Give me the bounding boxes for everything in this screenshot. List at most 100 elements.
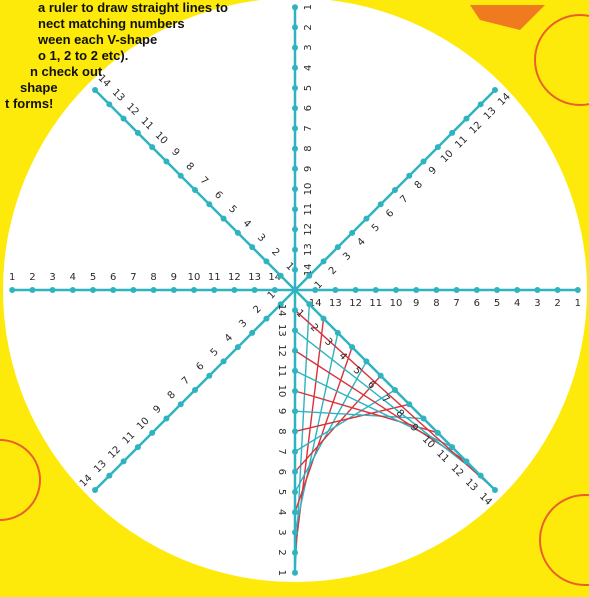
dot [392, 387, 398, 393]
number-label: 8 [276, 428, 287, 434]
dot [306, 273, 312, 279]
dot [130, 287, 136, 293]
dot [492, 87, 498, 93]
dot [9, 287, 15, 293]
dot [335, 330, 341, 336]
number-label: 6 [474, 298, 480, 309]
dot [449, 444, 455, 450]
dot [90, 287, 96, 293]
dot [106, 473, 112, 479]
number-label: 1 [575, 298, 581, 309]
dot [149, 144, 155, 150]
dot [492, 487, 498, 493]
dot [555, 287, 561, 293]
instruction-line: o 1, 2 to 2 etc). [38, 48, 128, 63]
number-label: 7 [303, 125, 314, 131]
dot [514, 287, 520, 293]
number-label: 1 [9, 272, 15, 283]
dot [292, 247, 298, 253]
number-label: 10 [390, 298, 403, 309]
dot [421, 416, 427, 422]
dot [478, 473, 484, 479]
number-label: 11 [276, 364, 287, 377]
number-label: 1 [276, 570, 287, 576]
dot [393, 287, 399, 293]
dot [433, 287, 439, 293]
dot [292, 449, 298, 455]
dot [292, 186, 298, 192]
number-label: 10 [303, 183, 314, 196]
number-label: 9 [413, 298, 419, 309]
dot [478, 101, 484, 107]
dot [463, 116, 469, 122]
number-label: 8 [150, 272, 156, 283]
dot [306, 301, 312, 307]
dot [292, 105, 298, 111]
instruction-line: nect matching numbers [38, 16, 185, 31]
dot [263, 258, 269, 264]
dot [135, 130, 141, 136]
dot [363, 216, 369, 222]
dot [292, 45, 298, 51]
instruction-line: n check out [30, 64, 103, 79]
dot [221, 358, 227, 364]
dot [353, 287, 359, 293]
dot [151, 287, 157, 293]
dot [292, 24, 298, 30]
number-label: 13 [248, 272, 261, 283]
number-label: 4 [514, 298, 520, 309]
dot [163, 416, 169, 422]
number-label: 12 [228, 272, 241, 283]
dot [494, 287, 500, 293]
dot [373, 287, 379, 293]
dot [321, 258, 327, 264]
dot [292, 348, 298, 354]
number-label: 2 [276, 549, 287, 555]
dot [413, 287, 419, 293]
dot [292, 570, 298, 576]
number-label: 2 [303, 24, 314, 30]
dot [292, 146, 298, 152]
dot [292, 85, 298, 91]
dot [575, 287, 581, 293]
number-label: 13 [276, 324, 287, 337]
number-label: 13 [329, 298, 342, 309]
dot [292, 65, 298, 71]
dot [292, 166, 298, 172]
number-label: 12 [303, 223, 314, 236]
dot [406, 401, 412, 407]
number-label: 4 [276, 509, 287, 515]
dot [292, 469, 298, 475]
number-label: 7 [276, 448, 287, 454]
number-label: 13 [303, 243, 314, 256]
rays: 1234567891011121314123456789101112131412… [9, 4, 581, 576]
instruction-line: ween each V-shape [37, 32, 157, 47]
dot [292, 509, 298, 515]
dot [249, 330, 255, 336]
dot [231, 287, 237, 293]
dot [292, 529, 298, 535]
number-label: 14 [276, 304, 287, 317]
number-label: 9 [171, 272, 177, 283]
number-label: 3 [276, 529, 287, 535]
number-label: 5 [276, 489, 287, 495]
number-label: 3 [303, 44, 314, 50]
number-label: 8 [433, 298, 439, 309]
dot [249, 244, 255, 250]
dot [292, 489, 298, 495]
number-label: 4 [70, 272, 76, 283]
number-label: 5 [494, 298, 500, 309]
number-label: 3 [49, 272, 55, 283]
dot [534, 287, 540, 293]
dot [449, 130, 455, 136]
dot [178, 401, 184, 407]
dot [235, 230, 241, 236]
dot [292, 408, 298, 414]
dot [332, 287, 338, 293]
dot [312, 287, 318, 293]
dot [435, 430, 441, 436]
worksheet: 1234567891011121314123456789101112131412… [0, 0, 589, 597]
dot [92, 87, 98, 93]
dot [292, 206, 298, 212]
dot [263, 316, 269, 322]
